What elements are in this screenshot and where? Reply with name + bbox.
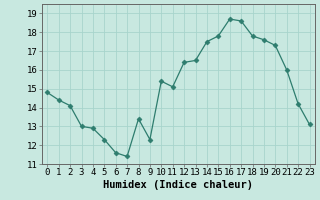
X-axis label: Humidex (Indice chaleur): Humidex (Indice chaleur) (103, 180, 253, 190)
